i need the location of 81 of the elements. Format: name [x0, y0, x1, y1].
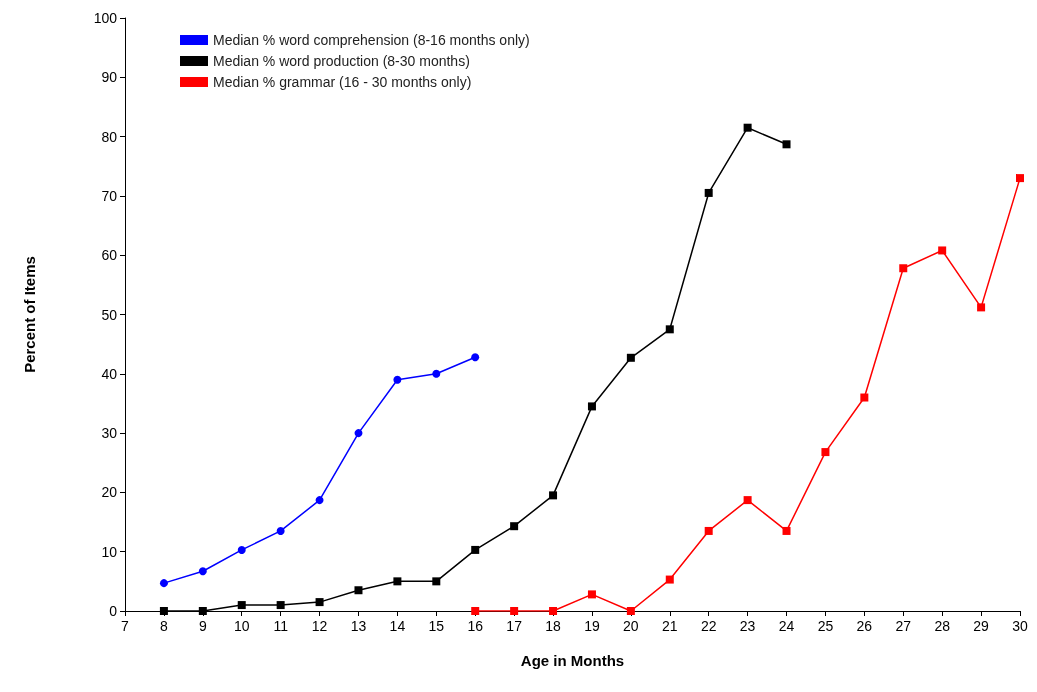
point — [393, 375, 402, 384]
point — [276, 526, 285, 535]
y-tick-label: 70 — [101, 187, 118, 204]
y-tick-label: 80 — [101, 128, 118, 145]
x-tick-label: 16 — [467, 618, 484, 634]
x-tick-label: 26 — [856, 618, 873, 634]
point — [198, 567, 207, 576]
point — [432, 577, 441, 586]
point — [549, 607, 558, 615]
x-tick-label: 23 — [739, 618, 756, 634]
x-tick-label: 19 — [584, 618, 600, 634]
point — [626, 353, 635, 362]
x-tick-label: 20 — [623, 618, 639, 634]
y-axis-title: Percent of Items — [21, 256, 38, 373]
point — [626, 607, 635, 615]
legend-label: Median % grammar (16 - 30 months only) — [213, 74, 472, 90]
point — [471, 607, 480, 615]
x-tick-label: 21 — [661, 618, 678, 634]
point — [276, 601, 285, 610]
point — [587, 590, 596, 599]
point — [159, 607, 168, 615]
y-tick-label: 50 — [101, 306, 118, 323]
x-tick-label: 24 — [778, 618, 795, 634]
y-tick-label: 0 — [109, 603, 118, 619]
point — [159, 579, 168, 588]
y-tick-label: 40 — [101, 365, 118, 382]
point — [471, 353, 480, 362]
x-tick-label: 7 — [121, 618, 130, 634]
y-tick-label: 20 — [101, 484, 118, 501]
x-tick-label: 9 — [198, 618, 207, 634]
point — [938, 246, 947, 255]
x-tick-label: 10 — [233, 618, 250, 634]
point — [665, 575, 674, 584]
x-tick-label: 15 — [428, 618, 445, 634]
y-tick-label: 30 — [101, 425, 118, 442]
point — [315, 496, 324, 505]
point — [782, 526, 791, 535]
point — [704, 188, 713, 197]
point — [1016, 174, 1024, 183]
x-tick-label: 27 — [895, 618, 912, 634]
point — [354, 586, 363, 595]
point — [860, 393, 869, 402]
point — [237, 601, 246, 610]
point — [471, 545, 480, 554]
x-tick-label: 30 — [1012, 618, 1028, 634]
point — [432, 369, 441, 378]
point — [587, 402, 596, 411]
y-tick-label: 60 — [101, 247, 118, 264]
x-tick-label: 12 — [311, 618, 328, 634]
point — [743, 496, 752, 505]
point — [315, 598, 324, 607]
x-axis-title: Age in Months — [520, 652, 625, 669]
x-tick-label: 17 — [506, 618, 523, 634]
point — [977, 303, 986, 312]
x-tick-label: 8 — [160, 618, 169, 634]
x-tick-label: 29 — [973, 618, 990, 634]
x-tick-label: 14 — [389, 618, 406, 634]
point — [782, 140, 791, 149]
point — [899, 264, 908, 273]
x-tick-label: 11 — [273, 618, 289, 634]
point — [821, 448, 830, 457]
point — [510, 522, 519, 531]
x-tick-label: 22 — [700, 618, 717, 634]
point — [354, 429, 363, 438]
y-tick-label: 90 — [101, 69, 118, 86]
legend-label: Median % word production (8-30 months) — [213, 53, 470, 69]
x-tick-label: 18 — [545, 618, 562, 634]
legend-label: Median % word comprehension (8-16 months only) — [213, 32, 530, 48]
x-tick-label: 28 — [934, 618, 951, 634]
y-tick-label: 100 — [93, 10, 118, 26]
x-tick-label: 25 — [817, 618, 834, 634]
point — [743, 123, 752, 132]
y-tick-label: 10 — [101, 543, 118, 560]
point — [393, 577, 402, 586]
x-tick-label: 13 — [350, 618, 367, 634]
point — [510, 607, 519, 615]
point — [198, 607, 207, 615]
point — [704, 526, 713, 535]
point — [237, 545, 246, 554]
point — [549, 491, 558, 500]
point — [665, 325, 674, 334]
